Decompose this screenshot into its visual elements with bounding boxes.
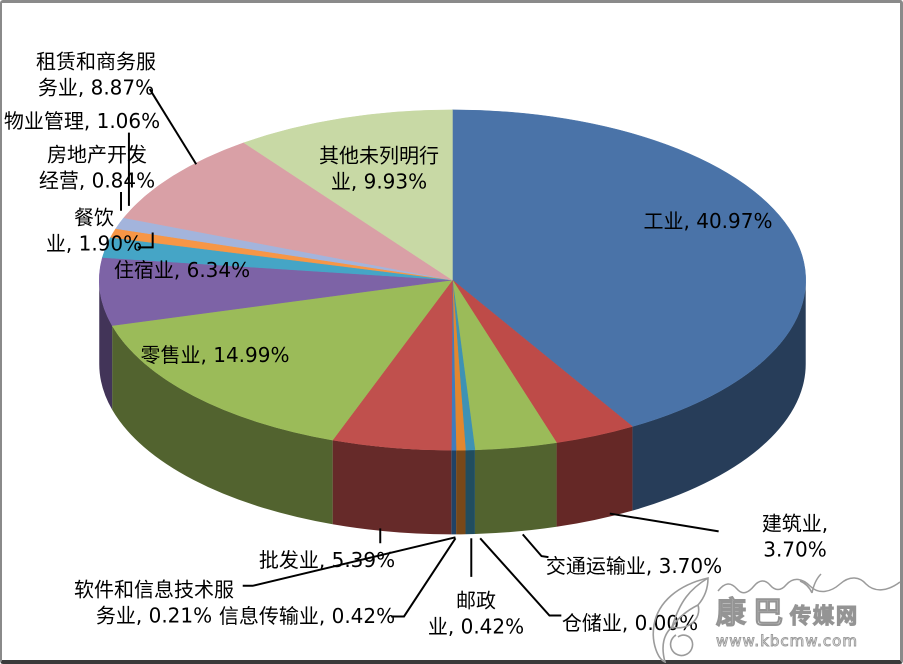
- leader-line-transport: [521, 533, 549, 559]
- pie-slice-industry: [452, 109, 806, 427]
- leader-line-info-transmission: [391, 537, 457, 618]
- watermark-site-name: 康巴传媒网: [715, 596, 902, 631]
- leader-line-warehousing: [479, 537, 562, 617]
- watermark-site-url: www.kbcmw.com: [716, 632, 858, 651]
- leader-line-construction: [609, 512, 719, 533]
- pie-slice-side-info-transmission: [456, 450, 466, 535]
- pie-slice-other-industries: [243, 109, 453, 281]
- pie-slice-side-retail: [112, 325, 333, 525]
- pie-slice-retail: [111, 279, 454, 441]
- leader-line-catering: [137, 232, 154, 249]
- watermark-leaf-logo-icon: [652, 576, 709, 663]
- leader-line-leasing-business-services: [148, 88, 198, 165]
- pie-slice-side-postal: [465, 449, 475, 535]
- pie-slice-side-construction: [556, 426, 633, 527]
- watermark: 康巴传媒网 www.kbcmw.com: [650, 573, 902, 663]
- watermark-text-block: 康巴传媒网 www.kbcmw.com: [715, 573, 902, 651]
- pie-slice-side-industry: [632, 280, 806, 511]
- pie-slice-side-wholesale: [332, 440, 452, 535]
- watermark-name-small: 传媒网: [789, 604, 859, 628]
- watermark-swoosh-icon: [717, 573, 901, 594]
- leader-line-software-it-services: [242, 536, 456, 587]
- pie-slice-side-accommodation: [99, 280, 113, 410]
- watermark-name-large: 康巴: [715, 596, 790, 631]
- pie-slice-leasing-business-services: [123, 142, 453, 281]
- pie-slice-side-software-it-services: [451, 450, 457, 535]
- pie-chart-canvas: [99, 88, 806, 618]
- pie-slice-side-transport: [474, 442, 557, 534]
